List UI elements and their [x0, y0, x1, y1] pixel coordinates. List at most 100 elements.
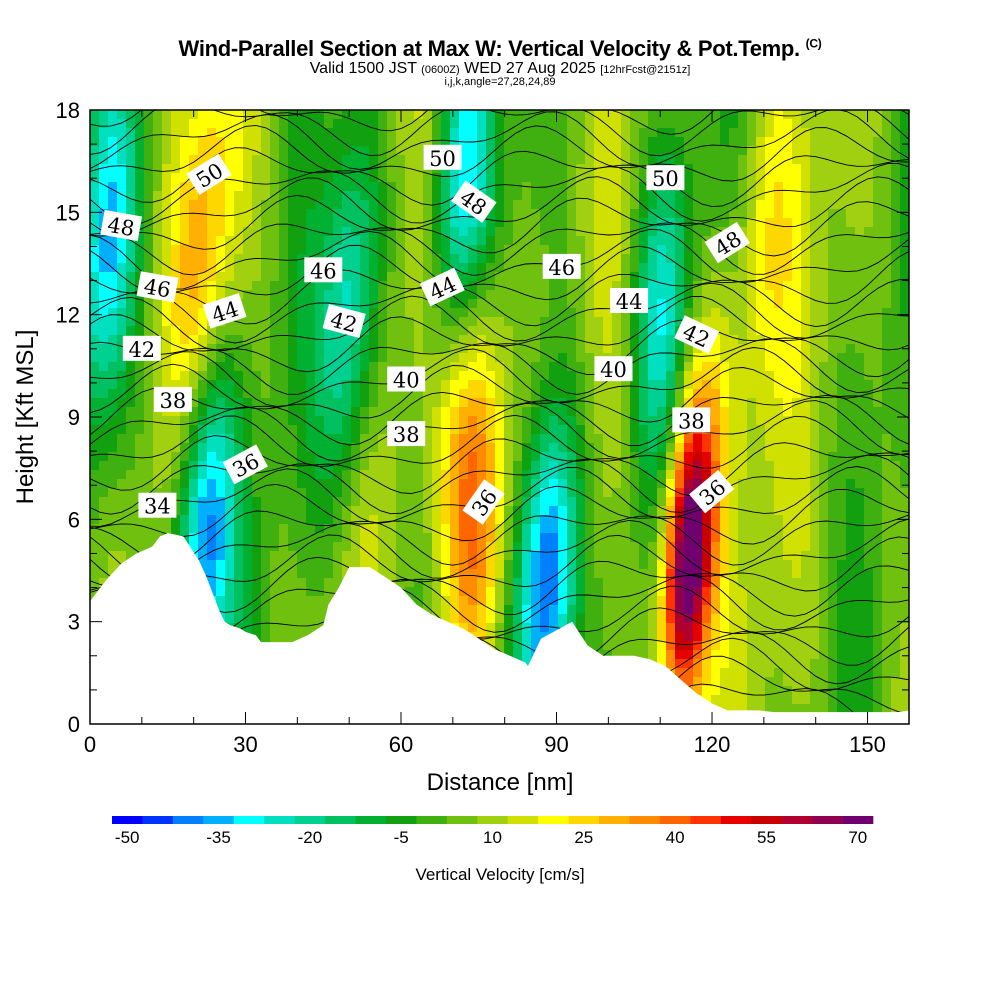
field-cell [342, 497, 352, 507]
field-cell [459, 434, 469, 444]
field-cell [567, 398, 577, 408]
field-cell [567, 173, 577, 183]
field-cell [369, 434, 379, 444]
field-cell [117, 488, 127, 498]
field-cell [558, 497, 568, 507]
field-cell [801, 542, 811, 552]
field-cell [693, 434, 703, 444]
field-cell [369, 362, 379, 372]
field-cell [288, 263, 298, 273]
field-cell [711, 533, 721, 543]
field-cell [198, 398, 208, 408]
field-cell [153, 299, 163, 309]
field-cell [405, 407, 415, 417]
field-cell [360, 551, 370, 561]
field-cell [117, 182, 127, 192]
field-cell [414, 299, 424, 309]
field-cell [657, 335, 667, 345]
field-cell [432, 497, 442, 507]
field-cell [378, 281, 388, 291]
field-cell [126, 110, 136, 120]
field-cell [225, 398, 235, 408]
field-cell [846, 182, 856, 192]
field-cell [774, 551, 784, 561]
field-cell [846, 128, 856, 138]
field-cell [342, 407, 352, 417]
field-cell [756, 299, 766, 309]
field-cell [378, 146, 388, 156]
field-cell [891, 119, 901, 129]
field-cell [882, 155, 892, 165]
field-cell [864, 308, 874, 318]
field-cell [540, 200, 550, 210]
field-cell [603, 335, 613, 345]
field-cell [738, 209, 748, 219]
field-cell [801, 227, 811, 237]
field-cell [693, 263, 703, 273]
field-cell [414, 200, 424, 210]
field-cell [639, 317, 649, 327]
field-cell [801, 470, 811, 480]
field-cell [333, 137, 343, 147]
field-cell [486, 398, 496, 408]
field-cell [387, 218, 397, 228]
field-cell [468, 326, 478, 336]
field-cell [162, 317, 172, 327]
field-cell [702, 398, 712, 408]
field-cell [216, 290, 226, 300]
field-cell [585, 452, 595, 462]
field-cell [612, 272, 622, 282]
field-cell [864, 182, 874, 192]
field-cell [153, 218, 163, 228]
field-cell [378, 191, 388, 201]
field-cell [486, 326, 496, 336]
field-cell [441, 182, 451, 192]
field-cell [576, 218, 586, 228]
field-cell [288, 389, 298, 399]
field-cell [783, 344, 793, 354]
field-cell [117, 524, 127, 534]
field-cell [153, 515, 163, 525]
field-cell [288, 506, 298, 516]
field-cell [243, 299, 253, 309]
field-cell [756, 119, 766, 129]
field-cell [837, 362, 847, 372]
field-cell [297, 515, 307, 525]
field-cell [198, 227, 208, 237]
field-cell [468, 155, 478, 165]
field-cell [261, 173, 271, 183]
field-cell [171, 110, 181, 120]
field-cell [792, 272, 802, 282]
field-cell [621, 560, 631, 570]
field-cell [513, 497, 523, 507]
field-cell [792, 128, 802, 138]
field-cell [855, 326, 865, 336]
field-cell [333, 146, 343, 156]
field-cell [189, 524, 199, 534]
field-cell [711, 281, 721, 291]
field-cell [396, 299, 406, 309]
field-cell [288, 578, 298, 588]
field-cell [855, 137, 865, 147]
field-cell [315, 389, 325, 399]
field-cell [828, 110, 838, 120]
field-cell [639, 470, 649, 480]
field-cell [279, 470, 289, 480]
field-cell [882, 218, 892, 228]
field-cell [603, 209, 613, 219]
field-cell [90, 110, 100, 120]
field-cell [405, 317, 415, 327]
field-cell [765, 254, 775, 264]
field-cell [657, 254, 667, 264]
field-cell [513, 146, 523, 156]
field-cell [540, 515, 550, 525]
field-cell [630, 146, 640, 156]
field-cell [837, 110, 847, 120]
field-cell [513, 119, 523, 129]
field-cell [504, 470, 514, 480]
field-cell [801, 344, 811, 354]
field-cell [306, 524, 316, 534]
field-cell [306, 209, 316, 219]
field-cell [657, 551, 667, 561]
field-cell [324, 533, 334, 543]
